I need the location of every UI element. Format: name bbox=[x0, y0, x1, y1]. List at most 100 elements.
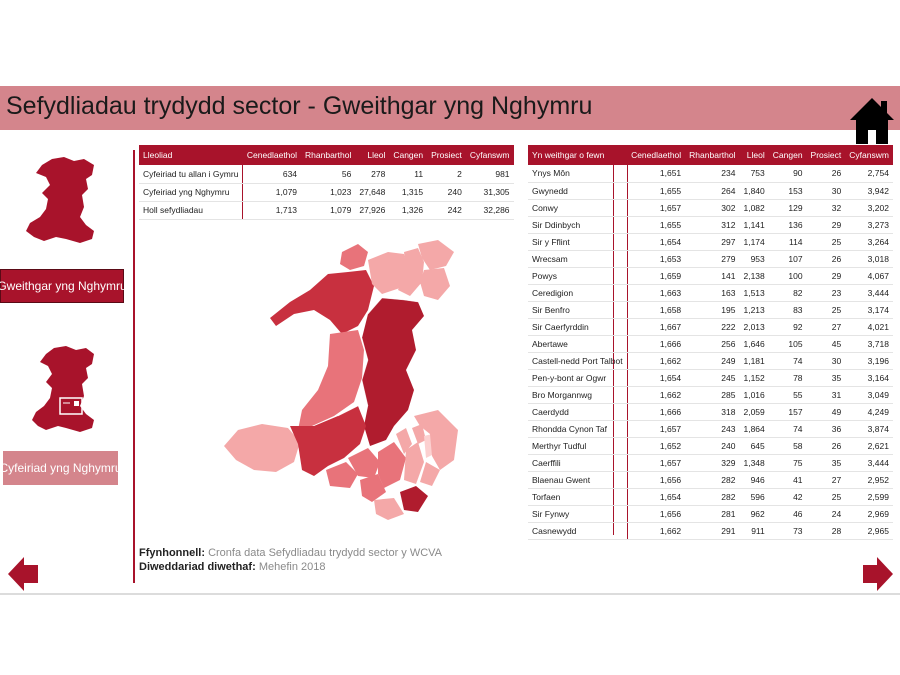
area-row[interactable]: Bro Morgannwg 1,662 285 1,016 55 31 3,049 bbox=[528, 386, 893, 404]
home-icon[interactable] bbox=[848, 96, 896, 146]
row-label: Pen-y-bont ar Ogwr bbox=[528, 369, 628, 387]
cell-value: 279 bbox=[685, 250, 740, 268]
cell-value: 25 bbox=[806, 233, 846, 251]
summary-row[interactable]: Cyfeiriad tu allan i Gymru 634 56 278 11 2 981 bbox=[139, 165, 514, 184]
row-label: Rhondda Cynon Taf bbox=[528, 420, 628, 438]
area-row[interactable]: Castell-nedd Port Talbot 1,662 249 1,181 74 3… bbox=[528, 352, 893, 370]
area-row[interactable]: Abertawe 1,666 256 1,646 105 45 3,718 bbox=[528, 335, 893, 353]
area-row[interactable]: Caerffili 1,657 329 1,348 75 35 3,444 bbox=[528, 454, 893, 472]
cell-value: 1,666 bbox=[627, 335, 686, 353]
cell-value: 1,659 bbox=[627, 267, 686, 285]
col-header[interactable]: Prosiect bbox=[427, 145, 466, 165]
area-row[interactable]: Rhondda Cynon Taf 1,657 243 1,864 74 36 3,874 bbox=[528, 420, 893, 438]
cell-value: 26 bbox=[806, 165, 846, 183]
source-text: Cronfa data Sefydliadau trydydd sector y… bbox=[208, 547, 443, 559]
cell-value: 100 bbox=[768, 267, 807, 285]
area-row[interactable]: Torfaen 1,654 282 596 42 25 2,599 bbox=[528, 488, 893, 506]
arrow-left-icon[interactable] bbox=[8, 557, 40, 591]
col-header[interactable]: Lleol bbox=[355, 145, 390, 165]
cell-value: 596 bbox=[739, 488, 769, 506]
col-header[interactable]: Lleoliad bbox=[139, 145, 243, 165]
cell-value: 73 bbox=[768, 522, 807, 540]
cell-value: 3,273 bbox=[845, 216, 893, 234]
cell-value: 1,657 bbox=[627, 199, 686, 217]
cell-value: 1,181 bbox=[739, 352, 769, 370]
cell-value: 953 bbox=[739, 250, 769, 268]
map-region-blaenau-gwent bbox=[412, 424, 426, 444]
summary-row[interactable]: Holl sefydliadau 1,713 1,079 27,926 1,326 242… bbox=[139, 201, 514, 220]
area-row[interactable]: Wrecsam 1,653 279 953 107 26 3,018 bbox=[528, 250, 893, 268]
cell-value: 318 bbox=[685, 403, 740, 421]
area-row[interactable]: Powys 1,659 141 2,138 100 29 4,067 bbox=[528, 267, 893, 285]
area-row[interactable]: Ceredigion 1,663 163 1,513 82 23 3,444 bbox=[528, 284, 893, 302]
area-row[interactable]: Merthyr Tudful 1,652 240 645 58 26 2,621 bbox=[528, 437, 893, 455]
cell-value: 1,652 bbox=[627, 437, 686, 455]
cell-value: 243 bbox=[685, 420, 740, 438]
area-row[interactable]: Casnewydd 1,662 291 911 73 28 2,965 bbox=[528, 522, 893, 540]
col-header[interactable]: Cangen bbox=[768, 145, 807, 165]
cell-value: 45 bbox=[806, 335, 846, 353]
cell-value: 1,667 bbox=[627, 318, 686, 336]
cell-value: 25 bbox=[806, 301, 846, 319]
row-label: Blaenau Gwent bbox=[528, 471, 628, 489]
col-header[interactable]: Rhanbarthol bbox=[685, 145, 740, 165]
cell-value: 1,348 bbox=[739, 454, 769, 472]
cell-value: 1,654 bbox=[627, 369, 686, 387]
area-row[interactable]: Sir y Fflint 1,654 297 1,174 114 25 3,264 bbox=[528, 233, 893, 251]
area-row[interactable]: Conwy 1,657 302 1,082 129 32 3,202 bbox=[528, 199, 893, 217]
row-label: Sir Ddinbych bbox=[528, 216, 628, 234]
col-header[interactable]: Cyfanswm bbox=[465, 145, 514, 165]
cell-value: 1,655 bbox=[627, 216, 686, 234]
cell-value: 136 bbox=[768, 216, 807, 234]
cell-value: 1,016 bbox=[739, 386, 769, 404]
cell-value: 3,049 bbox=[845, 386, 893, 404]
map-region-caerdydd bbox=[400, 486, 428, 512]
col-header[interactable]: Prosiect bbox=[806, 145, 846, 165]
cell-value: 4,249 bbox=[845, 403, 893, 421]
cell-value: 141 bbox=[685, 267, 740, 285]
row-label: Sir y Fflint bbox=[528, 233, 628, 251]
cell-value: 92 bbox=[768, 318, 807, 336]
area-row[interactable]: Caerdydd 1,666 318 2,059 157 49 4,249 bbox=[528, 403, 893, 421]
nav-active-button[interactable]: Gweithgar yng Nghymru bbox=[0, 269, 127, 303]
row-label: Bro Morgannwg bbox=[528, 386, 628, 404]
cell-value: 1,651 bbox=[627, 165, 686, 183]
cell-value: 3,018 bbox=[845, 250, 893, 268]
cell-value: 4,067 bbox=[845, 267, 893, 285]
source-note: Ffynhonnell: Cronfa data Sefydliadau try… bbox=[139, 546, 442, 574]
nav-address-button[interactable]: Cyfeiriad yng Nghymru bbox=[0, 451, 122, 485]
col-header[interactable]: Lleol bbox=[739, 145, 769, 165]
row-label: Cyfeiriad tu allan i Gymru bbox=[139, 165, 244, 184]
area-row[interactable]: Sir Benfro 1,658 195 1,213 83 25 3,174 bbox=[528, 301, 893, 319]
col-header[interactable]: Cenedlaethol bbox=[627, 145, 686, 165]
cell-value: 27 bbox=[806, 318, 846, 336]
cell-value: 2,138 bbox=[739, 267, 769, 285]
cell-value: 645 bbox=[739, 437, 769, 455]
arrow-right-icon[interactable] bbox=[861, 557, 893, 591]
col-header[interactable]: Cyfanswm bbox=[845, 145, 893, 165]
area-row[interactable]: Pen-y-bont ar Ogwr 1,654 245 1,152 78 35 3,164 bbox=[528, 369, 893, 387]
area-row[interactable]: Sir Caerfyrddin 1,667 222 2,013 92 27 4,021 bbox=[528, 318, 893, 336]
cell-value: 90 bbox=[768, 165, 807, 183]
area-row[interactable]: Gwynedd 1,655 264 1,840 153 30 3,942 bbox=[528, 182, 893, 200]
col-header[interactable]: Rhanbarthol bbox=[301, 145, 356, 165]
cell-value: 962 bbox=[739, 505, 769, 523]
cell-value: 30 bbox=[806, 352, 846, 370]
col-header[interactable]: Yn weithgar o fewn bbox=[528, 145, 628, 165]
area-row[interactable]: Ynys Môn 1,651 234 753 90 26 2,754 bbox=[528, 165, 893, 183]
row-label: Caerdydd bbox=[528, 403, 628, 421]
cell-value: 58 bbox=[768, 437, 807, 455]
row-label: Wrecsam bbox=[528, 250, 628, 268]
row-label: Powys bbox=[528, 267, 628, 285]
cell-value: 1,023 bbox=[301, 183, 356, 202]
col-header[interactable]: Cenedlaethol bbox=[242, 145, 302, 165]
cell-value: 27,926 bbox=[355, 201, 390, 220]
col-header[interactable]: Cangen bbox=[389, 145, 428, 165]
area-row[interactable]: Blaenau Gwent 1,656 282 946 41 27 2,952 bbox=[528, 471, 893, 489]
area-row[interactable]: Sir Ddinbych 1,655 312 1,141 136 29 3,273 bbox=[528, 216, 893, 234]
cell-value: 105 bbox=[768, 335, 807, 353]
summary-row[interactable]: Cyfeiriad yng Nghymru 1,079 1,023 27,648 1,3… bbox=[139, 183, 514, 202]
cell-value: 153 bbox=[768, 182, 807, 200]
area-row[interactable]: Sir Fynwy 1,656 281 962 46 24 2,969 bbox=[528, 505, 893, 523]
cell-value: 78 bbox=[768, 369, 807, 387]
